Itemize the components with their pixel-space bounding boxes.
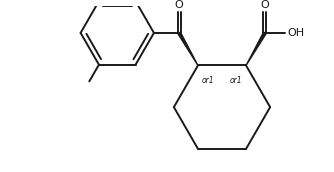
Polygon shape: [246, 32, 266, 66]
Text: or1: or1: [201, 76, 214, 84]
Text: OH: OH: [287, 28, 305, 38]
Text: or1: or1: [230, 76, 243, 84]
Text: O: O: [261, 0, 269, 10]
Polygon shape: [178, 32, 198, 66]
Text: O: O: [175, 0, 183, 10]
